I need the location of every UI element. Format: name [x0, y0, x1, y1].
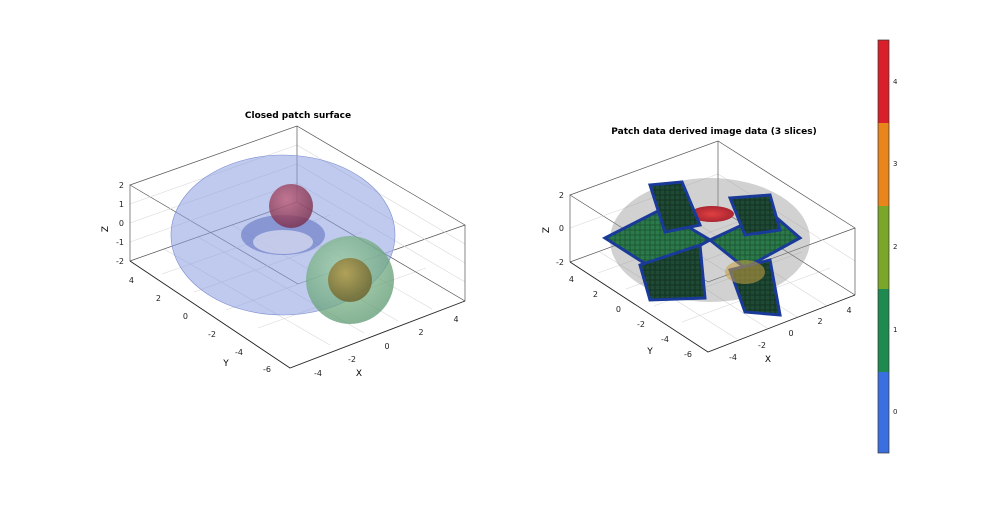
svg-text:-4: -4: [729, 353, 737, 362]
right-axes: Patch data derived image data (3 slices): [542, 127, 856, 365]
left-y-ticks: 4 2 0 -2 -4 -6: [129, 276, 271, 374]
svg-text:-2: -2: [348, 355, 356, 364]
colorbar-band-3: [878, 123, 889, 206]
left-axes: Closed patch surface: [101, 111, 466, 379]
left-x-label: X: [356, 369, 362, 379]
colorbar-tick-3: 3: [893, 160, 897, 168]
svg-text:-4: -4: [235, 348, 243, 357]
svg-text:0: 0: [559, 224, 564, 233]
svg-text:2: 2: [817, 317, 822, 326]
svg-text:-1: -1: [116, 238, 124, 247]
colorbar-band-4: [878, 40, 889, 123]
svg-text:-2: -2: [637, 320, 645, 329]
svg-text:2: 2: [156, 294, 161, 303]
colorbar-tick-2: 2: [893, 243, 897, 251]
svg-text:0: 0: [788, 329, 793, 338]
colorbar-band-0: [878, 372, 889, 453]
svg-text:2: 2: [418, 328, 423, 337]
left-y-label: Y: [222, 359, 229, 369]
right-x-label: X: [765, 355, 771, 365]
svg-text:-4: -4: [314, 369, 322, 378]
small-sphere: [269, 184, 313, 228]
left-x-ticks: -4 -2 0 2 4: [314, 315, 459, 378]
colorbar: 4 3 2 1 0: [877, 39, 898, 454]
svg-text:0: 0: [183, 312, 188, 321]
svg-text:0: 0: [384, 342, 389, 351]
left-title: Closed patch surface: [245, 111, 351, 121]
right-y-ticks: 4 2 0 -2 -4 -6: [569, 275, 692, 359]
left-z-label: Z: [101, 226, 111, 232]
svg-text:2: 2: [119, 181, 124, 190]
right-z-label: Z: [542, 227, 552, 233]
svg-text:-2: -2: [116, 257, 124, 266]
svg-text:-2: -2: [758, 341, 766, 350]
right-x-ticks: -4 -2 0 2 4: [729, 306, 852, 362]
colorbar-tick-1: 1: [893, 326, 897, 334]
svg-text:2: 2: [559, 191, 564, 200]
svg-text:4: 4: [569, 275, 574, 284]
colorbar-tick-0: 0: [893, 408, 897, 416]
right-z-ticks: 2 0 -2: [556, 191, 564, 267]
svg-text:-4: -4: [661, 335, 669, 344]
right-title: Patch data derived image data (3 slices): [611, 127, 816, 137]
svg-text:-2: -2: [208, 330, 216, 339]
svg-text:1: 1: [119, 200, 124, 209]
voxel-slices: [601, 180, 803, 317]
svg-text:2: 2: [593, 290, 598, 299]
svg-text:-6: -6: [684, 350, 692, 359]
colorbar-band-2: [878, 206, 889, 289]
svg-text:4: 4: [846, 306, 851, 315]
red-voxels: [690, 206, 734, 222]
inner-sphere: [328, 258, 372, 302]
svg-text:4: 4: [129, 276, 134, 285]
svg-text:0: 0: [616, 305, 621, 314]
svg-text:4: 4: [453, 315, 458, 324]
svg-text:-6: -6: [263, 365, 271, 374]
svg-text:-2: -2: [556, 258, 564, 267]
colorbar-band-1: [878, 289, 889, 372]
svg-text:0: 0: [119, 219, 124, 228]
right-y-label: Y: [646, 347, 653, 357]
colorbar-tick-4: 4: [893, 78, 898, 86]
left-z-ticks: 2 1 0 -1 -2: [116, 181, 124, 266]
